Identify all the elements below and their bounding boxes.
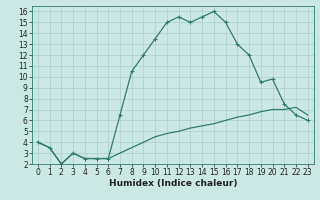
X-axis label: Humidex (Indice chaleur): Humidex (Indice chaleur): [108, 179, 237, 188]
